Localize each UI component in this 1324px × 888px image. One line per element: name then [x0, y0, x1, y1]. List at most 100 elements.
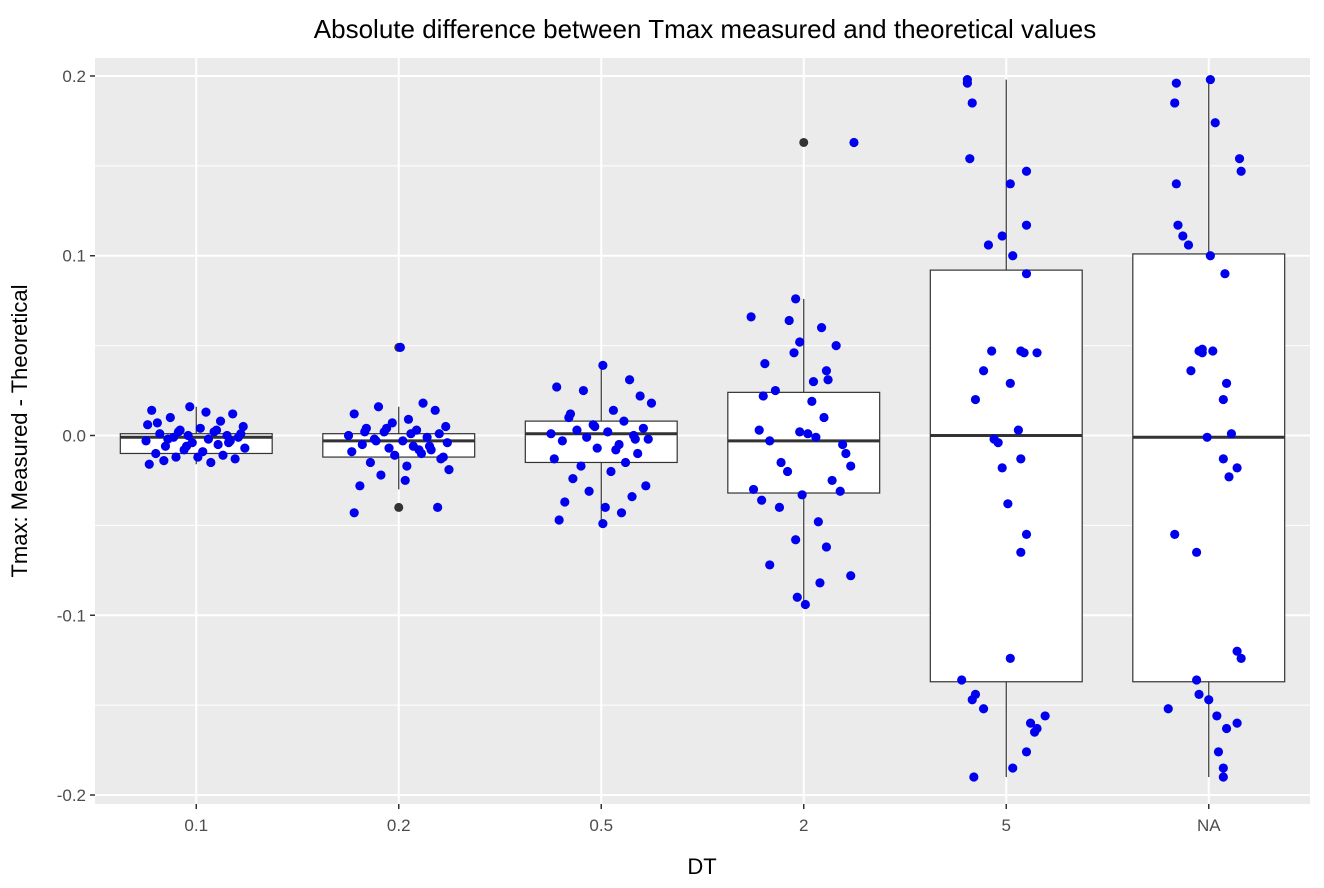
y-axis-title: Tmax: Measured - Theoretical: [7, 284, 32, 577]
x-tick-label: 5: [1002, 816, 1011, 835]
y-tick-label: -0.2: [57, 786, 86, 805]
data-point: [1204, 695, 1214, 705]
data-point: [438, 452, 448, 462]
data-point: [590, 421, 600, 432]
y-tick-label: 0.0: [62, 426, 86, 445]
outlier-point: [394, 502, 404, 512]
data-point: [611, 445, 621, 455]
data-point: [811, 432, 821, 442]
data-point: [757, 495, 767, 505]
data-point: [841, 448, 851, 459]
data-point: [1197, 348, 1207, 358]
data-point: [224, 438, 234, 448]
data-point: [152, 418, 162, 428]
data-point: [1021, 166, 1032, 176]
data-point: [1021, 220, 1032, 230]
data-point: [1210, 118, 1220, 128]
data-point: [1221, 723, 1232, 734]
data-point: [1194, 689, 1204, 699]
data-point: [159, 456, 169, 466]
y-axis: -0.2 -0.1 0.0 0.1 0.2: [57, 67, 95, 805]
data-point: [552, 382, 562, 392]
data-point: [376, 470, 386, 480]
data-point: [546, 429, 556, 439]
data-point: [418, 398, 428, 408]
data-point: [815, 578, 825, 588]
data-point: [598, 518, 608, 529]
jitter-points-layer: [141, 74, 1246, 782]
box-layer: [119, 79, 1286, 778]
data-point: [343, 430, 354, 441]
x-tick-label: 0.5: [589, 816, 613, 835]
data-point: [1005, 179, 1015, 189]
x-tick-label: 2: [799, 816, 808, 835]
data-point: [797, 490, 807, 500]
box-iqr: [727, 391, 881, 494]
data-point: [784, 315, 794, 326]
data-point: [584, 486, 594, 496]
data-point: [592, 443, 602, 453]
data-point: [1019, 348, 1029, 358]
data-point: [978, 366, 989, 376]
box-group: [1132, 79, 1286, 778]
data-point: [997, 463, 1007, 473]
data-point: [1171, 179, 1181, 189]
data-point: [203, 434, 213, 444]
data-point: [1205, 74, 1215, 85]
data-point: [147, 405, 157, 415]
data-point: [603, 427, 613, 437]
y-tick-label: 0.2: [62, 67, 86, 86]
data-point: [236, 429, 246, 439]
box-iqr: [524, 420, 678, 464]
x-axis-title: DT: [687, 854, 716, 879]
data-point: [807, 396, 817, 406]
data-point: [215, 416, 226, 426]
data-point: [1212, 711, 1222, 721]
data-point: [1220, 269, 1230, 279]
data-point: [795, 337, 805, 347]
data-point: [582, 432, 592, 442]
point-group: [746, 137, 859, 610]
data-point: [1170, 98, 1180, 108]
data-point: [1205, 251, 1215, 261]
data-point: [606, 466, 616, 477]
data-point: [600, 502, 610, 512]
data-point: [228, 409, 238, 419]
data-point: [422, 432, 432, 442]
data-point: [792, 592, 802, 602]
data-point: [1221, 378, 1232, 388]
data-point: [616, 508, 627, 518]
data-point: [1040, 711, 1050, 721]
point-group: [343, 342, 454, 518]
data-point: [791, 294, 801, 304]
data-point: [444, 465, 454, 475]
data-point: [970, 394, 981, 405]
data-point: [557, 436, 567, 446]
data-point: [360, 427, 370, 437]
data-point: [143, 420, 153, 430]
box-iqr: [929, 269, 1083, 683]
data-point: [373, 402, 384, 412]
data-point: [1032, 348, 1042, 358]
data-point: [962, 78, 972, 88]
data-point: [978, 704, 989, 714]
data-point: [195, 423, 205, 433]
data-point: [1232, 463, 1242, 473]
x-axis: 0.1 0.2 0.5 2 5 NA: [184, 804, 1221, 835]
y-tick-label: -0.1: [57, 606, 86, 625]
data-point: [371, 436, 381, 446]
data-point: [831, 341, 841, 351]
data-point: [1013, 425, 1024, 435]
data-point: [1016, 454, 1026, 464]
point-group: [1163, 74, 1246, 782]
data-point: [816, 323, 827, 333]
data-point: [240, 443, 250, 453]
data-point: [1025, 718, 1036, 728]
x-tick-label: NA: [1197, 816, 1221, 835]
data-point: [400, 475, 410, 486]
point-group: [141, 402, 250, 469]
data-point: [625, 375, 635, 385]
data-point: [1213, 747, 1224, 757]
data-point: [1208, 346, 1218, 356]
data-point: [1218, 454, 1228, 464]
